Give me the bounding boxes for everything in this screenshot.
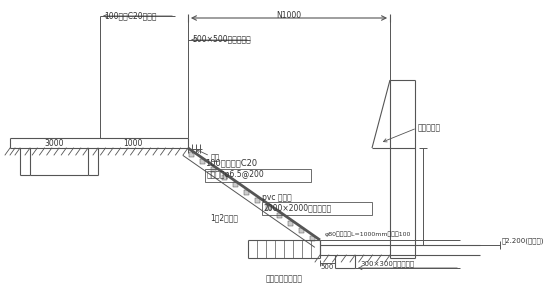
Text: 约2.200(底板底): 约2.200(底板底) [502, 237, 544, 244]
Bar [277, 213, 282, 218]
Bar [200, 160, 206, 164]
Text: 双向配筋φ6.5@200: 双向配筋φ6.5@200 [207, 170, 265, 179]
Text: 500: 500 [320, 264, 334, 270]
Bar [205, 169, 311, 182]
Bar [244, 190, 249, 195]
Bar [310, 236, 315, 241]
Text: 1：2的坡度: 1：2的坡度 [210, 213, 238, 222]
Text: 反压沙包稳定坡脚: 反压沙包稳定坡脚 [265, 274, 302, 283]
Text: N1000: N1000 [277, 11, 302, 20]
Text: 2000×2000梅花型布置: 2000×2000梅花型布置 [264, 203, 332, 212]
Text: 300×300的排水明沟: 300×300的排水明沟 [360, 260, 414, 267]
Bar [267, 205, 271, 210]
Bar [234, 183, 239, 187]
Bar [211, 167, 216, 172]
Bar [299, 228, 304, 233]
Bar [255, 198, 260, 203]
Text: 1000: 1000 [123, 138, 143, 148]
Bar [222, 175, 227, 180]
Text: 500×500的排水明沟: 500×500的排水明沟 [192, 34, 251, 43]
Text: 100厘码护坤C20: 100厘码护坤C20 [205, 158, 257, 167]
Bar [262, 202, 372, 215]
Bar [288, 221, 293, 226]
Text: 3000: 3000 [44, 138, 64, 148]
Text: 100厘的C20混凝土: 100厘的C20混凝土 [104, 11, 156, 20]
Text: 地下室侧壁: 地下室侧壁 [418, 123, 441, 132]
Text: φ80的木框，L=1000mm，间距100: φ80的木框，L=1000mm，间距100 [325, 231, 412, 237]
Text: 护栏: 护栏 [211, 153, 220, 162]
Bar [189, 152, 194, 157]
Text: pvc 滲水管: pvc 滲水管 [262, 193, 292, 202]
